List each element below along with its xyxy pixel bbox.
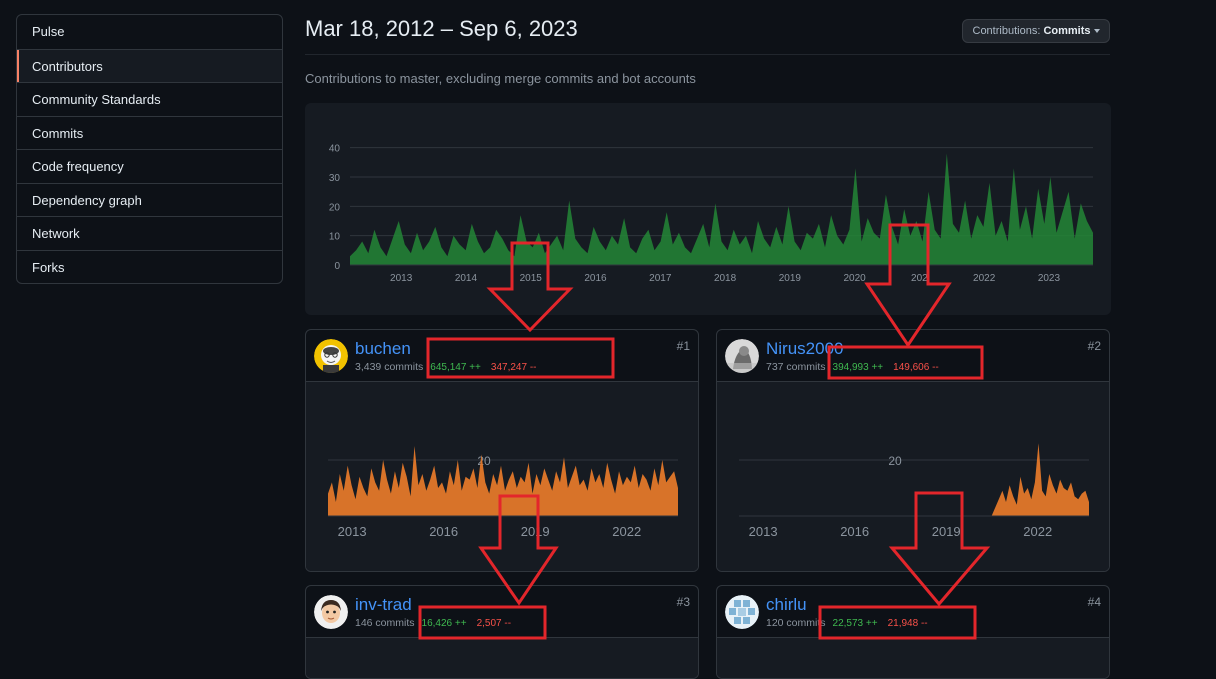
avatar[interactable] bbox=[314, 595, 348, 629]
sidebar-item-pulse[interactable]: Pulse bbox=[17, 15, 282, 49]
contributor-card-1: buchen 3,439 commits 645,147 ++ 347,247 --… bbox=[305, 329, 699, 572]
commit-count: 146 commits bbox=[355, 617, 415, 629]
avatar[interactable] bbox=[725, 595, 759, 629]
sidebar-item-label: Dependency graph bbox=[32, 192, 142, 208]
sidebar-item-dependency-graph[interactable]: Dependency graph bbox=[17, 182, 282, 217]
y-tick-label: 20 bbox=[888, 454, 902, 468]
dropdown-prefix: Contributions: bbox=[972, 25, 1044, 37]
page-subtitle: Contributions to master, excluding merge… bbox=[305, 71, 696, 86]
contributor-stats: 120 commits 22,573 ++ 21,948 -- bbox=[766, 617, 928, 629]
contributor-stats: 3,439 commits 645,147 ++ 347,247 -- bbox=[355, 361, 536, 373]
sidebar-item-commits[interactable]: Commits bbox=[17, 115, 282, 150]
contributor-rank: #1 bbox=[676, 339, 690, 353]
sidebar-item-forks[interactable]: Forks bbox=[17, 249, 282, 284]
avatar[interactable] bbox=[725, 339, 759, 373]
y-tick-label: 0 bbox=[334, 261, 340, 272]
additions-count: 22,573 ++ bbox=[832, 618, 878, 629]
additions-count: 394,993 ++ bbox=[832, 362, 884, 373]
x-tick-label: 2013 bbox=[749, 524, 778, 539]
deletions-count: 149,606 -- bbox=[893, 362, 939, 373]
additions-count: 645,147 ++ bbox=[430, 362, 481, 373]
x-tick-label: 2014 bbox=[455, 273, 478, 284]
commits-area bbox=[328, 446, 678, 516]
x-tick-label: 2016 bbox=[840, 524, 869, 539]
sidebar-item-label: Contributors bbox=[32, 58, 103, 74]
sidebar-item-label: Commits bbox=[32, 125, 84, 141]
contributor-chart-svg: 20 2013 2016 2019 2022 bbox=[328, 446, 678, 539]
x-tick-label: 2022 bbox=[1023, 524, 1052, 539]
contributor-rank: #4 bbox=[1087, 595, 1101, 609]
contributor-stats: 146 commits 16,426 ++ 2,507 -- bbox=[355, 617, 511, 629]
contributor-chart-svg: 20 2013 2016 2019 2022 bbox=[739, 443, 1089, 539]
additions-count: 16,426 ++ bbox=[421, 618, 467, 629]
x-tick-label: 202 bbox=[911, 273, 928, 284]
contributions-type-dropdown[interactable]: Contributions: Commits bbox=[962, 19, 1110, 43]
contributor-chart[interactable]: 20 2013 2016 2019 2022 bbox=[717, 382, 1109, 571]
x-tick-label: 2019 bbox=[521, 524, 550, 539]
y-tick-label: 10 bbox=[329, 232, 341, 243]
commits-area bbox=[739, 443, 1089, 516]
contributions-area bbox=[350, 153, 1093, 265]
y-tick-label: 20 bbox=[477, 454, 491, 468]
sidebar-item-label: Network bbox=[32, 226, 80, 241]
repo-insights-sidebar: Pulse Contributors Community Standards C… bbox=[16, 14, 283, 284]
caret-down-icon bbox=[1093, 29, 1100, 34]
x-tick-label: 2013 bbox=[390, 273, 413, 284]
commit-count: 737 commits bbox=[766, 361, 826, 373]
x-tick-label: 2013 bbox=[338, 524, 367, 539]
sidebar-item-label: Pulse bbox=[32, 24, 65, 39]
contributor-card-4: chirlu 120 commits 22,573 ++ 21,948 -- #4 bbox=[716, 585, 1110, 679]
contributor-rank: #3 bbox=[676, 595, 690, 609]
contributor-card-header: chirlu 120 commits 22,573 ++ 21,948 -- #4 bbox=[717, 586, 1109, 638]
contributor-card-header: inv-trad 146 commits 16,426 ++ 2,507 -- #3 bbox=[306, 586, 698, 638]
deletions-count: 21,948 -- bbox=[887, 618, 928, 629]
avatar[interactable] bbox=[314, 339, 348, 373]
x-tick-label: 2018 bbox=[714, 273, 737, 284]
contributor-card-2: Nirus2000 737 commits 394,993 ++ 149,606 -… bbox=[716, 329, 1110, 572]
contributor-chart[interactable] bbox=[717, 638, 1109, 678]
x-tick-label: 2015 bbox=[520, 273, 543, 284]
sidebar-item-contributors[interactable]: Contributors bbox=[17, 48, 282, 82]
overview-chart-svg: 0 10 20 30 40 2013 2014 2015 2016 2017 2018 2019 202… bbox=[329, 144, 1093, 284]
contributor-username-link[interactable]: buchen bbox=[355, 339, 411, 358]
x-tick-label: 2016 bbox=[584, 273, 607, 284]
x-tick-label: 2016 bbox=[429, 524, 458, 539]
contributor-card-header: buchen 3,439 commits 645,147 ++ 347,247 --… bbox=[306, 330, 698, 382]
sidebar-item-community-standards[interactable]: Community Standards bbox=[17, 82, 282, 116]
dropdown-value: Commits bbox=[1043, 25, 1091, 37]
page-title: Mar 18, 2012 – Sep 6, 2023 bbox=[305, 16, 578, 41]
x-tick-label: 2019 bbox=[932, 524, 961, 539]
x-tick-label: 2022 bbox=[612, 524, 641, 539]
deletions-count: 347,247 -- bbox=[490, 362, 537, 373]
y-tick-label: 30 bbox=[329, 173, 341, 184]
x-tick-label: 2023 bbox=[1038, 273, 1061, 284]
commit-count: 120 commits bbox=[766, 617, 826, 629]
sidebar-item-label: Code frequency bbox=[32, 159, 124, 174]
contributor-rank: #2 bbox=[1087, 339, 1101, 353]
y-tick-label: 20 bbox=[329, 202, 341, 213]
y-tick-label: 40 bbox=[329, 144, 341, 155]
contributions-overview-chart[interactable]: 0 10 20 30 40 2013 2014 2015 2016 2017 2018 2019 202… bbox=[305, 103, 1111, 315]
sidebar-item-label: Forks bbox=[32, 259, 65, 275]
sidebar-item-code-frequency[interactable]: Code frequency bbox=[17, 149, 282, 183]
contributor-username-link[interactable]: chirlu bbox=[766, 595, 807, 614]
x-tick-label: 2017 bbox=[649, 273, 672, 284]
x-tick-label: 2022 bbox=[973, 273, 996, 284]
contributor-username-link[interactable]: Nirus2000 bbox=[766, 339, 844, 358]
contributor-username-link[interactable]: inv-trad bbox=[355, 595, 412, 614]
contributor-chart[interactable]: 20 2013 2016 2019 2022 bbox=[306, 382, 698, 571]
contributor-stats: 737 commits 394,993 ++ 149,606 -- bbox=[766, 361, 939, 373]
deletions-count: 2,507 -- bbox=[476, 618, 512, 629]
contributor-card-3: inv-trad 146 commits 16,426 ++ 2,507 -- #3 bbox=[305, 585, 699, 679]
contributor-chart[interactable] bbox=[306, 638, 698, 678]
x-tick-label: 2020 bbox=[843, 273, 866, 284]
header-divider bbox=[305, 54, 1110, 55]
commit-count: 3,439 commits bbox=[355, 361, 424, 373]
sidebar-item-label: Community Standards bbox=[32, 92, 161, 107]
contributor-card-header: Nirus2000 737 commits 394,993 ++ 149,606 -… bbox=[717, 330, 1109, 382]
sidebar-item-network[interactable]: Network bbox=[17, 216, 282, 250]
x-tick-label: 2019 bbox=[779, 273, 802, 284]
